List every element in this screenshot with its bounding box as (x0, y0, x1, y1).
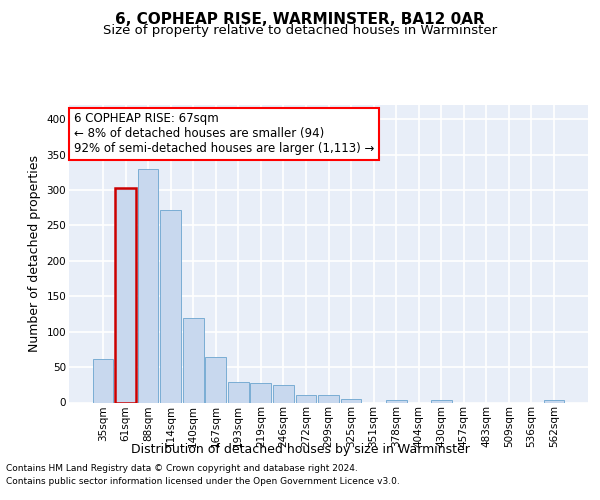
Bar (431, 400, 452, 402)
Bar (296, 394, 316, 402)
Bar (386, 400, 407, 402)
Bar (205, 357, 226, 403)
Bar (544, 400, 565, 402)
Y-axis label: Number of detached properties: Number of detached properties (28, 155, 41, 352)
Text: 6 COPHEAP RISE: 67sqm
← 8% of detached houses are smaller (94)
92% of semi-detac: 6 COPHEAP RISE: 67sqm ← 8% of detached h… (74, 112, 374, 156)
Text: Size of property relative to detached houses in Warminster: Size of property relative to detached ho… (103, 24, 497, 37)
Text: 6, COPHEAP RISE, WARMINSTER, BA12 0AR: 6, COPHEAP RISE, WARMINSTER, BA12 0AR (115, 12, 485, 28)
Bar (137, 169, 158, 402)
Bar (250, 382, 271, 402)
Bar (92, 358, 113, 403)
Bar (115, 188, 136, 402)
Text: Contains public sector information licensed under the Open Government Licence v3: Contains public sector information licen… (6, 477, 400, 486)
Text: Contains HM Land Registry data © Crown copyright and database right 2024.: Contains HM Land Registry data © Crown c… (6, 464, 358, 473)
Bar (160, 210, 181, 402)
Bar (273, 385, 294, 402)
Bar (341, 399, 361, 402)
Bar (183, 318, 203, 402)
Bar (228, 382, 248, 402)
Text: Distribution of detached houses by size in Warminster: Distribution of detached houses by size … (131, 442, 469, 456)
Bar (318, 394, 339, 402)
